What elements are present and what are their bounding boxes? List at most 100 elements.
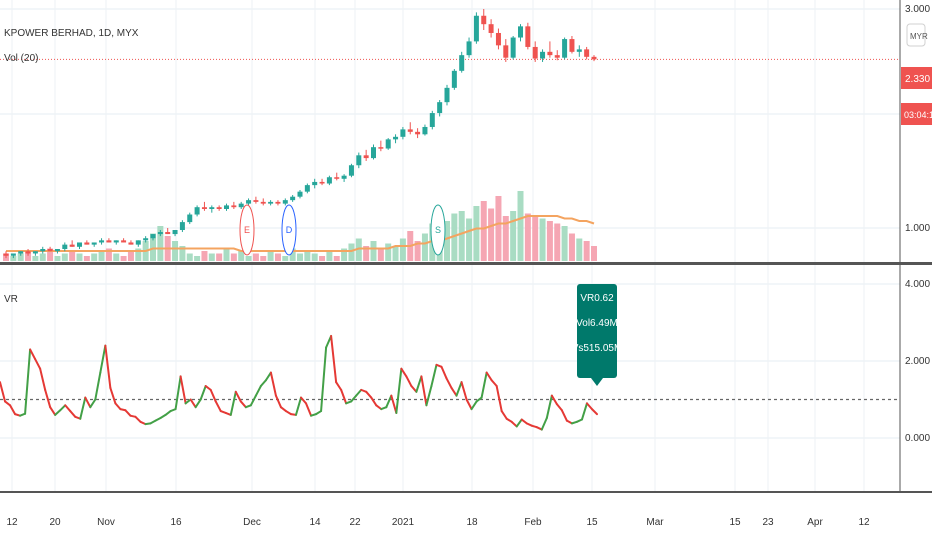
candle-body[interactable] bbox=[99, 240, 105, 243]
vr-indicator-label[interactable]: VR bbox=[4, 294, 18, 305]
event-marker[interactable] bbox=[281, 204, 297, 256]
time-tick-label: 23 bbox=[762, 517, 774, 528]
candle-body[interactable] bbox=[18, 251, 24, 254]
candle-body[interactable] bbox=[91, 242, 97, 245]
event-marker[interactable] bbox=[239, 204, 255, 256]
candle-body[interactable] bbox=[540, 51, 546, 59]
candle-body[interactable] bbox=[172, 230, 178, 235]
candle-body[interactable] bbox=[466, 41, 472, 56]
volume-bars bbox=[3, 191, 597, 261]
candle-body[interactable] bbox=[201, 207, 207, 210]
candle-body[interactable] bbox=[304, 185, 310, 192]
pane-separator[interactable] bbox=[0, 262, 932, 265]
candle-body[interactable] bbox=[356, 155, 362, 166]
candle-body[interactable] bbox=[106, 240, 112, 243]
time-axis[interactable]: 12 20 Nov 16 Dec 14 22 2021 18 Feb 15 Mar 15 23 Apr 12 bbox=[6, 517, 870, 528]
candle-body[interactable] bbox=[562, 39, 568, 58]
candle-body[interactable] bbox=[268, 201, 274, 204]
candle-body[interactable] bbox=[47, 249, 53, 252]
candle-body[interactable] bbox=[165, 232, 171, 235]
candle-body[interactable] bbox=[334, 177, 340, 179]
candle-body[interactable] bbox=[143, 238, 149, 241]
candle-body[interactable] bbox=[488, 24, 494, 33]
candle-body[interactable] bbox=[84, 242, 90, 245]
candle-body[interactable] bbox=[371, 147, 376, 159]
candle-body[interactable] bbox=[473, 15, 479, 42]
candle-body[interactable] bbox=[495, 32, 501, 46]
candle-body[interactable] bbox=[532, 46, 538, 59]
candle-body[interactable] bbox=[179, 222, 185, 231]
candle-body[interactable] bbox=[40, 249, 46, 252]
candle-body[interactable] bbox=[157, 232, 163, 235]
candle-body[interactable] bbox=[584, 49, 590, 57]
candle-body[interactable] bbox=[10, 253, 16, 256]
candle-body[interactable] bbox=[547, 51, 553, 56]
vr-segment bbox=[79, 396, 87, 420]
candle-body[interactable] bbox=[216, 207, 222, 210]
candle-body[interactable] bbox=[525, 26, 531, 47]
candle-body[interactable] bbox=[113, 240, 119, 243]
candle-body[interactable] bbox=[429, 113, 435, 127]
price-axis[interactable]: 3.000 1.000 MYR 2.330 03:04:11 bbox=[901, 4, 932, 234]
candle-body[interactable] bbox=[150, 234, 156, 239]
candle-body[interactable] bbox=[209, 207, 215, 210]
event-marker[interactable] bbox=[430, 204, 446, 256]
candle-body[interactable] bbox=[128, 242, 134, 245]
candle-body[interactable] bbox=[444, 87, 450, 103]
candle-body[interactable] bbox=[54, 249, 60, 252]
candle-body[interactable] bbox=[363, 155, 369, 159]
candle-body[interactable] bbox=[385, 139, 391, 149]
event-label: D bbox=[286, 225, 293, 235]
candle-body[interactable] bbox=[238, 203, 244, 208]
candle-body[interactable] bbox=[554, 55, 560, 58]
candle-body[interactable] bbox=[224, 205, 229, 210]
candle-body[interactable] bbox=[451, 70, 457, 88]
currency-button[interactable] bbox=[906, 23, 926, 47]
candle-body[interactable] bbox=[319, 181, 325, 184]
candle-body[interactable] bbox=[260, 201, 266, 204]
candle-body[interactable] bbox=[194, 207, 200, 215]
candle-body[interactable] bbox=[348, 165, 354, 176]
candle-body[interactable] bbox=[135, 240, 141, 245]
candle-body[interactable] bbox=[422, 126, 428, 135]
candle-body[interactable] bbox=[282, 200, 288, 204]
candle-body[interactable] bbox=[341, 175, 347, 179]
candle-body[interactable] bbox=[407, 129, 413, 132]
candle-body[interactable] bbox=[3, 253, 9, 256]
candle-body[interactable] bbox=[77, 242, 82, 247]
candle-body[interactable] bbox=[231, 205, 237, 208]
vr-segment bbox=[264, 371, 272, 382]
vr-axis[interactable]: 4.000 2.000 0.000 bbox=[905, 279, 930, 444]
candle-body[interactable] bbox=[400, 129, 406, 137]
candle-body[interactable] bbox=[121, 240, 127, 243]
candle-body[interactable] bbox=[576, 49, 582, 52]
candle-body[interactable] bbox=[25, 251, 31, 254]
candle-body[interactable] bbox=[32, 251, 38, 254]
candle-body[interactable] bbox=[393, 136, 399, 140]
candle-body[interactable] bbox=[415, 131, 421, 135]
candle-body[interactable] bbox=[62, 244, 68, 250]
candle-body[interactable] bbox=[290, 196, 296, 201]
candle-body[interactable] bbox=[591, 56, 597, 60]
candle-body[interactable] bbox=[275, 201, 281, 204]
candlesticks[interactable] bbox=[3, 9, 597, 259]
candle-body[interactable] bbox=[510, 37, 516, 58]
candle-body[interactable] bbox=[297, 191, 303, 197]
candle-body[interactable] bbox=[69, 244, 75, 247]
candle-body[interactable] bbox=[518, 26, 523, 38]
candle-body[interactable] bbox=[253, 200, 259, 202]
candle-body[interactable] bbox=[187, 214, 193, 223]
candle-body[interactable] bbox=[378, 147, 384, 149]
candle-body[interactable] bbox=[312, 181, 318, 186]
candle-body[interactable] bbox=[437, 102, 443, 114]
volume-bar bbox=[539, 218, 546, 261]
candle-body[interactable] bbox=[569, 39, 575, 52]
candle-body[interactable] bbox=[503, 45, 509, 58]
candle-body[interactable] bbox=[481, 15, 487, 25]
volume-indicator-label[interactable]: Vol (20) bbox=[4, 53, 38, 64]
candle-body[interactable] bbox=[326, 177, 332, 184]
candle-body[interactable] bbox=[246, 200, 252, 204]
candle-body[interactable] bbox=[459, 55, 465, 71]
